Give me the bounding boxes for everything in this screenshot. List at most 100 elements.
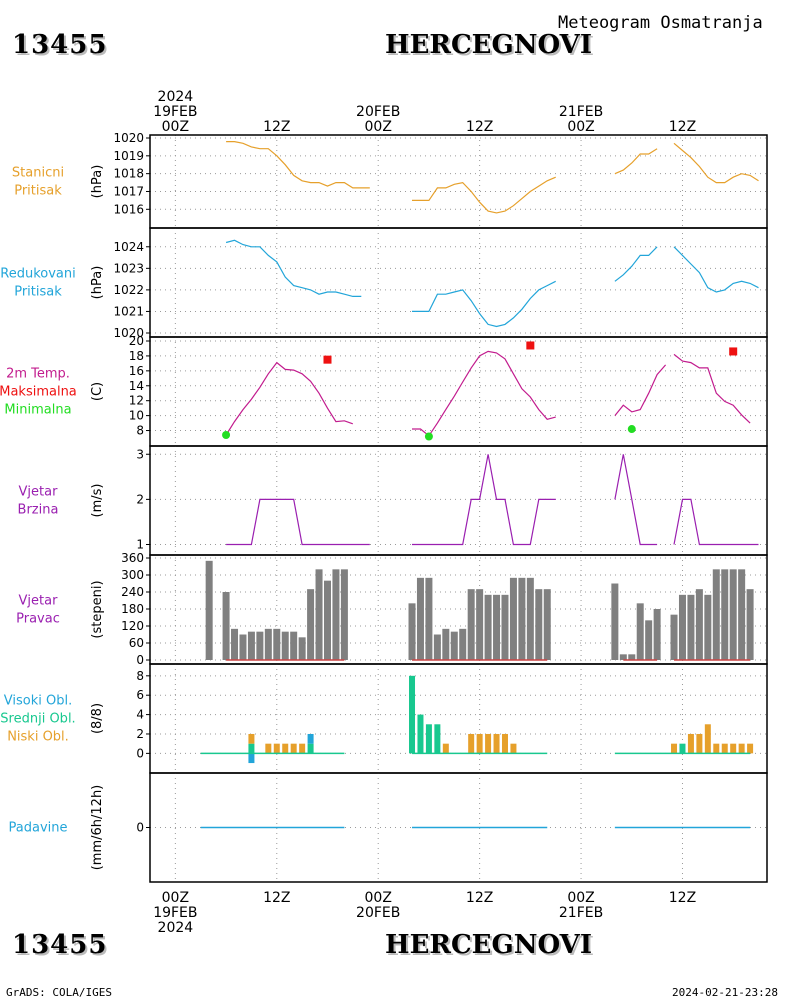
y-tick-label: 2 xyxy=(136,727,144,741)
cloud-bar xyxy=(248,733,255,744)
y-axis-unit: (8/8) xyxy=(90,703,105,734)
series-line xyxy=(226,498,370,546)
bar xyxy=(501,594,509,660)
cloud-bar xyxy=(273,743,280,754)
bar xyxy=(307,589,315,660)
top-tick-label: 2024 xyxy=(158,89,194,105)
y-tick-label: 1021 xyxy=(113,304,144,318)
panel-label: Vjetar xyxy=(19,594,59,609)
bar xyxy=(247,631,255,660)
cloud-bar xyxy=(704,724,711,754)
y-tick-label: 1020 xyxy=(113,131,144,145)
panel-frame xyxy=(149,134,768,229)
y-tick-label: 360 xyxy=(121,551,144,565)
cloud-bar xyxy=(417,714,424,754)
top-tick-label: 19FEB xyxy=(153,104,197,120)
bottom-tick-label: 00Z xyxy=(162,890,189,906)
top-tick-label: 12Z xyxy=(263,119,290,135)
bottom-tick-label: 21FEB xyxy=(559,905,603,921)
series-line xyxy=(226,141,370,189)
series-line xyxy=(673,498,759,546)
cloud-bar xyxy=(501,733,508,754)
footer-timestamp: 2024-02-21-23:28 xyxy=(672,986,778,999)
y-tick-label: 60 xyxy=(129,636,144,650)
bar xyxy=(256,631,264,660)
bar xyxy=(493,594,501,660)
y-tick-label: 14 xyxy=(129,379,144,393)
bar xyxy=(509,577,517,660)
bar xyxy=(450,631,458,660)
panel-label: Stanicni xyxy=(12,166,64,181)
y-tick-label: 16 xyxy=(129,364,144,378)
bar xyxy=(636,603,644,660)
panel-label: Srednji Obl. xyxy=(0,712,75,727)
footer-credit: GrADS: COLA/IGES xyxy=(6,986,112,999)
cloud-bar xyxy=(687,733,694,754)
series-line xyxy=(673,142,759,184)
bar xyxy=(222,592,230,660)
bar xyxy=(695,589,703,660)
max-temp-marker xyxy=(323,355,332,364)
max-temp-marker xyxy=(526,341,535,350)
bar xyxy=(678,594,686,660)
cloud-bar xyxy=(510,743,517,754)
panel-frame xyxy=(149,663,768,774)
series-line xyxy=(614,246,658,282)
y-tick-label: 6 xyxy=(136,688,144,702)
series-line xyxy=(225,361,354,436)
y-tick-label: 0 xyxy=(136,653,144,667)
bar xyxy=(611,583,619,660)
bar xyxy=(687,594,695,660)
y-tick-label: 1024 xyxy=(113,240,144,254)
bottom-tick-label: 12Z xyxy=(263,890,290,906)
bar xyxy=(273,628,281,660)
panel-label: Minimalna xyxy=(4,403,71,418)
y-tick-label: 2 xyxy=(136,492,144,506)
top-tick-label: 12Z xyxy=(669,119,696,135)
y-tick-label: 20 xyxy=(129,334,144,348)
cloud-bar xyxy=(738,743,745,754)
series-line xyxy=(412,280,556,328)
y-axis-unit: (stepeni) xyxy=(90,580,105,638)
bottom-tick-label: 00Z xyxy=(365,890,392,906)
series-line xyxy=(614,148,658,175)
panel-label: Niski Obl. xyxy=(7,730,69,745)
cloud-bar xyxy=(290,743,297,754)
bar xyxy=(442,628,450,660)
bottom-tick-label: 12Z xyxy=(669,890,696,906)
panel-label: 2m Temp. xyxy=(6,367,70,382)
cloud-bar xyxy=(409,675,416,754)
series-line xyxy=(614,454,658,546)
cloud-bar xyxy=(468,733,475,754)
y-axis-unit: (hPa) xyxy=(90,266,105,300)
bar xyxy=(712,569,720,660)
bar xyxy=(205,560,213,660)
y-tick-label: 10 xyxy=(129,409,144,423)
bottom-tick-label: 19FEB xyxy=(153,905,197,921)
min-temp-marker xyxy=(222,431,231,440)
bar xyxy=(535,589,543,660)
bar xyxy=(704,594,712,660)
bar xyxy=(526,577,534,660)
bottom-tick-label: 00Z xyxy=(567,890,594,906)
top-tick-label: 21FEB xyxy=(559,104,603,120)
bar xyxy=(628,654,636,660)
bar xyxy=(619,654,627,660)
y-tick-label: 1020 xyxy=(113,326,144,340)
bar xyxy=(433,634,441,660)
bottom-tick-label: 12Z xyxy=(466,890,493,906)
min-temp-marker xyxy=(627,425,636,434)
panel-label: Redukovani xyxy=(0,267,75,282)
panel-label: Pritisak xyxy=(14,184,62,199)
bar xyxy=(298,637,306,660)
bar xyxy=(670,614,678,660)
series-line xyxy=(614,364,667,416)
y-tick-label: 300 xyxy=(121,568,144,582)
bar xyxy=(408,603,416,660)
y-tick-label: 4 xyxy=(136,708,144,722)
bar xyxy=(290,631,298,660)
panel-label: Pritisak xyxy=(14,285,62,300)
y-tick-label: 120 xyxy=(121,619,144,633)
y-tick-label: 0 xyxy=(136,746,144,760)
station-id-top: 13455 xyxy=(12,30,108,60)
